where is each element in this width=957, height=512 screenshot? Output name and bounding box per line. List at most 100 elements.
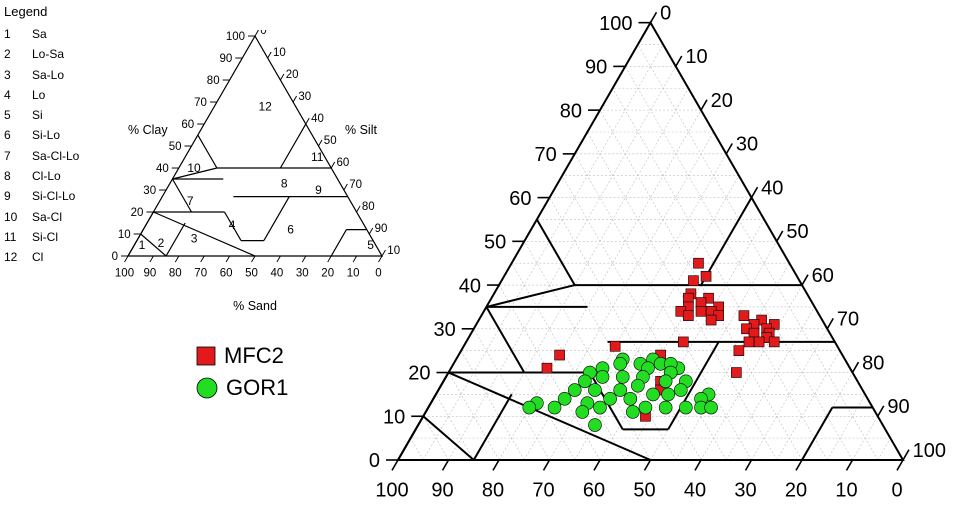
grid-line	[776, 350, 841, 461]
class-boundary-line	[127, 233, 142, 257]
data-point-gor1	[557, 391, 572, 406]
tick-label-clay: 30	[434, 319, 456, 341]
tick-mark	[330, 161, 336, 169]
legend-item-label: Sa-Cl-Lo	[32, 148, 80, 163]
class-boundary-line	[801, 407, 834, 461]
tick-label-clay: 70	[535, 144, 557, 166]
legend-item-label: Sa-Cl	[32, 209, 63, 224]
tick-mark	[593, 459, 601, 471]
legend-item-number: 11	[4, 229, 17, 244]
region-label: 2	[158, 236, 165, 250]
class-boundary-line	[330, 229, 347, 257]
tick-mark	[675, 55, 683, 67]
data-point-gor1	[547, 400, 562, 415]
tick-mark	[254, 30, 259, 37]
legend-label-mfc2: MFC2	[224, 343, 284, 368]
class-boundary-line	[435, 372, 450, 395]
clay-axis-label: % Clay	[128, 123, 168, 137]
legend-item: 2 Lo-Sa	[4, 44, 114, 64]
tick-mark	[694, 459, 702, 471]
tick-mark	[795, 459, 803, 471]
tick-label-clay: 30	[143, 185, 156, 197]
tick-label-sand: 100	[115, 268, 134, 280]
tick-label-sand: 60	[583, 479, 605, 501]
data-point-gor1	[661, 387, 675, 402]
class-boundary-line	[140, 222, 148, 235]
legend-item-label: Cl	[32, 250, 44, 265]
data-point-mfc2	[768, 336, 780, 348]
legend-item-number: 3	[4, 67, 11, 82]
tick-mark	[174, 255, 180, 263]
tick-label-silt: 90	[887, 396, 909, 418]
tick-label-sand: 30	[296, 268, 309, 280]
data-point-gor1	[595, 370, 610, 384]
class-boundary-line	[397, 415, 425, 461]
legend-item-number: 1	[4, 27, 11, 41]
data-point-gor1	[588, 383, 602, 397]
region-label: 12	[258, 99, 272, 113]
tick-label-clay: 80	[207, 75, 220, 87]
legend-item-number: 10	[4, 209, 18, 224]
class-boundary-line	[667, 341, 720, 430]
tick-mark	[649, 11, 658, 24]
legend-item: 4 Lo	[4, 85, 114, 105]
class-boundary-line	[422, 415, 475, 461]
tick-label-clay: 10	[383, 406, 405, 428]
legend-item: 10 Sa-Cl	[4, 207, 114, 227]
class-boundary-line	[472, 393, 513, 461]
tick-mark	[149, 255, 154, 263]
tick-label-silt: 10	[685, 46, 707, 68]
tick-label-clay: 20	[131, 207, 144, 219]
tick-label-clay: 100	[226, 31, 245, 43]
legend-item-number: 6	[4, 128, 11, 143]
tick-label-sand: 20	[321, 268, 334, 280]
tick-label-sand: 50	[633, 479, 655, 501]
grid-line	[587, 131, 778, 461]
tick-mark	[279, 73, 285, 81]
tick-label-silt: 100	[387, 245, 400, 257]
data-point-gor1	[588, 418, 602, 432]
legend-item-number: 9	[4, 189, 11, 204]
grid-line	[473, 328, 550, 461]
region-label: 9	[315, 183, 322, 197]
grid-line	[877, 437, 891, 461]
data-point-gor1	[626, 405, 640, 419]
grid-line	[460, 350, 525, 461]
region-label: 10	[187, 161, 201, 175]
series-mfc2	[541, 257, 780, 422]
tick-label-clay: 60	[509, 188, 531, 210]
grid-line	[612, 88, 828, 461]
grid-line	[826, 394, 866, 461]
tick-label-silt: 50	[786, 221, 808, 243]
tick-mark	[826, 318, 834, 330]
data-point-mfc2	[695, 306, 707, 317]
legend-item-label: Sa-Lo	[32, 67, 65, 82]
tick-mark	[700, 99, 708, 111]
tick-label-silt: 30	[736, 134, 758, 156]
legend-item-label: Lo-Sa	[32, 47, 65, 62]
tick-label-silt: 100	[913, 440, 946, 462]
legend-item-label: Sa	[32, 27, 47, 41]
tick-label-sand: 90	[144, 268, 157, 280]
tick-mark	[343, 183, 348, 191]
class-boundary-line	[153, 211, 256, 257]
tick-mark	[902, 449, 910, 461]
tick-label-silt: 70	[837, 309, 859, 331]
region-label: 8	[281, 176, 288, 190]
tick-label-sand: 0	[891, 479, 902, 501]
data-point-gor1	[613, 383, 628, 397]
tick-label-silt: 60	[337, 157, 350, 169]
tick-mark	[845, 459, 854, 471]
legend-item-number: 5	[4, 108, 11, 123]
legend-label-gor1: GOR1	[226, 375, 289, 400]
tick-label-sand: 60	[220, 268, 233, 280]
tick-label-silt: 80	[862, 352, 884, 374]
region-label: 11	[311, 150, 324, 164]
tick-mark	[643, 459, 652, 471]
tick-mark	[896, 459, 904, 471]
grid-line	[523, 131, 714, 461]
data-point-gor1	[603, 391, 617, 406]
legend-item-label: Si-Lo	[32, 128, 61, 143]
class-boundary-line	[486, 284, 575, 308]
